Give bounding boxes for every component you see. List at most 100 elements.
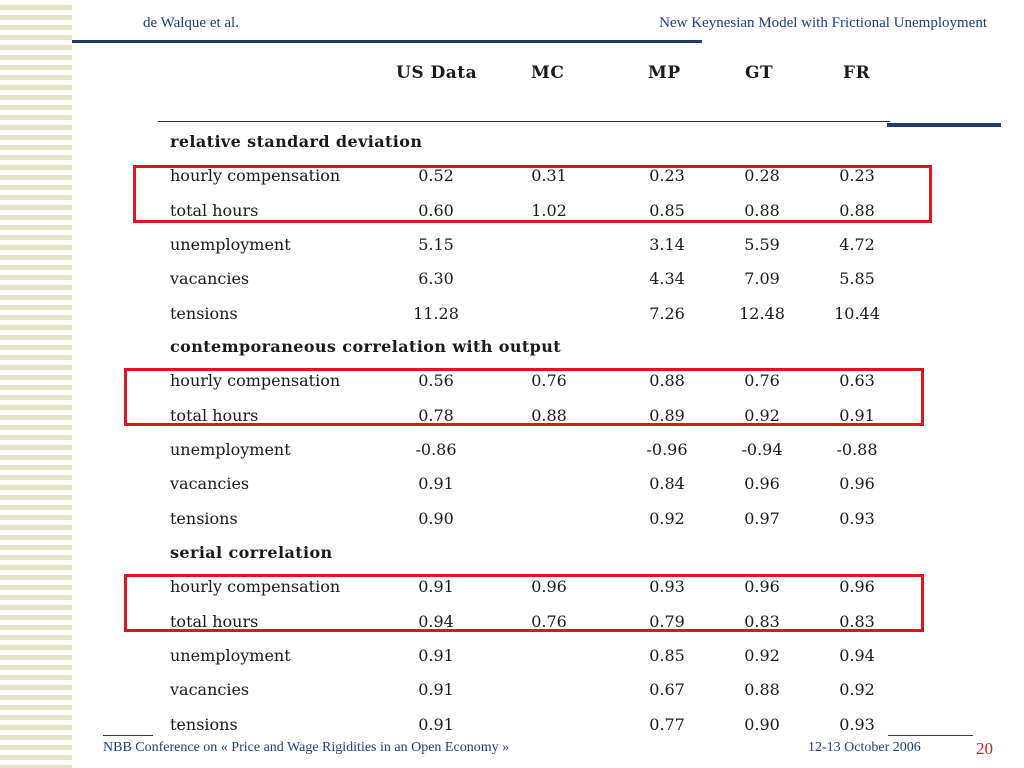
table-cell: 0.88	[531, 405, 567, 425]
table-cell: 1.02	[531, 200, 567, 220]
table-cell: 0.96	[839, 577, 875, 597]
row-label: unemployment	[170, 234, 291, 254]
footer-conference: NBB Conference on « Price and Wage Rigid…	[103, 740, 510, 755]
table-cell: 0.23	[839, 166, 875, 186]
table-cell: 0.88	[839, 200, 875, 220]
table-cell: 0.91	[418, 680, 454, 700]
table-cell: 0.89	[649, 405, 685, 425]
table-cell: 0.90	[744, 714, 780, 734]
table-cell: 0.85	[649, 645, 685, 665]
table-cell: 0.92	[649, 508, 685, 528]
row-label: tensions	[170, 714, 238, 734]
table-cell: 7.09	[744, 269, 780, 289]
row-label: total hours	[170, 405, 259, 425]
row-label: unemployment	[170, 439, 291, 459]
table-cell: 0.23	[649, 166, 685, 186]
row-label: total hours	[170, 200, 259, 220]
table-cell: 0.83	[744, 611, 780, 631]
table-cell: 0.94	[839, 645, 875, 665]
highlight-box-std-dev	[133, 165, 932, 223]
footer-date: 12-13 October 2006	[808, 740, 921, 755]
row-label: unemployment	[170, 645, 291, 665]
column-header-mc: MC	[531, 63, 565, 83]
table-cell: 4.72	[839, 234, 875, 254]
table-cell: 5.15	[418, 234, 454, 254]
table-cell: -0.94	[741, 439, 783, 459]
table-cell: 0.76	[531, 611, 567, 631]
table-cell: 4.34	[649, 269, 685, 289]
footer-rule-right	[888, 735, 973, 736]
table-cell: 11.28	[413, 303, 459, 323]
table-cell: 0.31	[531, 166, 567, 186]
table-cell: 0.92	[744, 405, 780, 425]
table-cell: 0.88	[649, 371, 685, 391]
table-cell: 0.84	[649, 474, 685, 494]
table-cell: 0.92	[839, 680, 875, 700]
table-cell: 6.30	[418, 269, 454, 289]
table-cell: 0.91	[418, 714, 454, 734]
row-label: hourly compensation	[170, 577, 341, 597]
table-cell: 7.26	[649, 303, 685, 323]
table-cell: 0.52	[418, 166, 454, 186]
table-cell: 0.96	[839, 474, 875, 494]
row-label: total hours	[170, 611, 259, 631]
table-cell: 3.14	[649, 234, 685, 254]
highlight-box-serial	[124, 574, 924, 632]
table-cell: -0.86	[415, 439, 457, 459]
table-cell: 0.76	[531, 371, 567, 391]
section-title: relative standard deviation	[170, 132, 423, 151]
column-header-fr: FR	[843, 63, 871, 83]
column-header-mp: MP	[648, 63, 681, 83]
row-label: hourly compensation	[170, 371, 341, 391]
table-cell: 0.77	[649, 714, 685, 734]
table-top-rule	[158, 121, 890, 122]
table-cell: 0.79	[649, 611, 685, 631]
table-cell: 0.96	[531, 577, 567, 597]
table-cell: 0.28	[744, 166, 780, 186]
row-label: vacancies	[170, 474, 250, 494]
header-title: New Keynesian Model with Frictional Unem…	[659, 15, 987, 31]
table-cell: 0.93	[839, 714, 875, 734]
table-cell: 0.56	[418, 371, 454, 391]
table-cell: -0.96	[646, 439, 688, 459]
table-cell: 0.96	[744, 577, 780, 597]
table-cell: 0.88	[744, 200, 780, 220]
column-header-us-data: US Data	[396, 63, 478, 83]
table-cell: 0.78	[418, 405, 454, 425]
table-cell: 0.93	[649, 577, 685, 597]
header-authors: de Walque et al.	[143, 15, 239, 31]
accent-rule	[887, 123, 1001, 127]
decorative-stripes	[0, 0, 72, 768]
row-label: tensions	[170, 508, 238, 528]
column-header-gt: GT	[745, 63, 774, 83]
row-label: vacancies	[170, 680, 250, 700]
table-cell: 0.76	[744, 371, 780, 391]
footer-rule-left	[103, 735, 153, 736]
table-cell: 0.83	[839, 611, 875, 631]
section-title: serial correlation	[170, 543, 333, 562]
row-label: tensions	[170, 303, 238, 323]
table-cell: 5.59	[744, 234, 780, 254]
table-cell: -0.88	[836, 439, 878, 459]
highlight-box-correlation	[124, 368, 924, 426]
table-cell: 0.60	[418, 200, 454, 220]
table-cell: 0.91	[418, 474, 454, 494]
table-cell: 0.94	[418, 611, 454, 631]
table-cell: 0.97	[744, 508, 780, 528]
header-rule	[72, 40, 702, 43]
table-cell: 0.91	[418, 645, 454, 665]
table-cell: 0.63	[839, 371, 875, 391]
table-cell: 0.90	[418, 508, 454, 528]
table-cell: 12.48	[739, 303, 785, 323]
table-cell: 5.85	[839, 269, 875, 289]
table-cell: 0.88	[744, 680, 780, 700]
row-label: hourly compensation	[170, 166, 341, 186]
table-cell: 0.67	[649, 680, 685, 700]
table-cell: 0.96	[744, 474, 780, 494]
section-title: contemporaneous correlation with output	[170, 337, 562, 356]
table-cell: 0.93	[839, 508, 875, 528]
table-cell: 0.91	[839, 405, 875, 425]
table-cell: 0.85	[649, 200, 685, 220]
table-cell: 0.92	[744, 645, 780, 665]
row-label: vacancies	[170, 269, 250, 289]
